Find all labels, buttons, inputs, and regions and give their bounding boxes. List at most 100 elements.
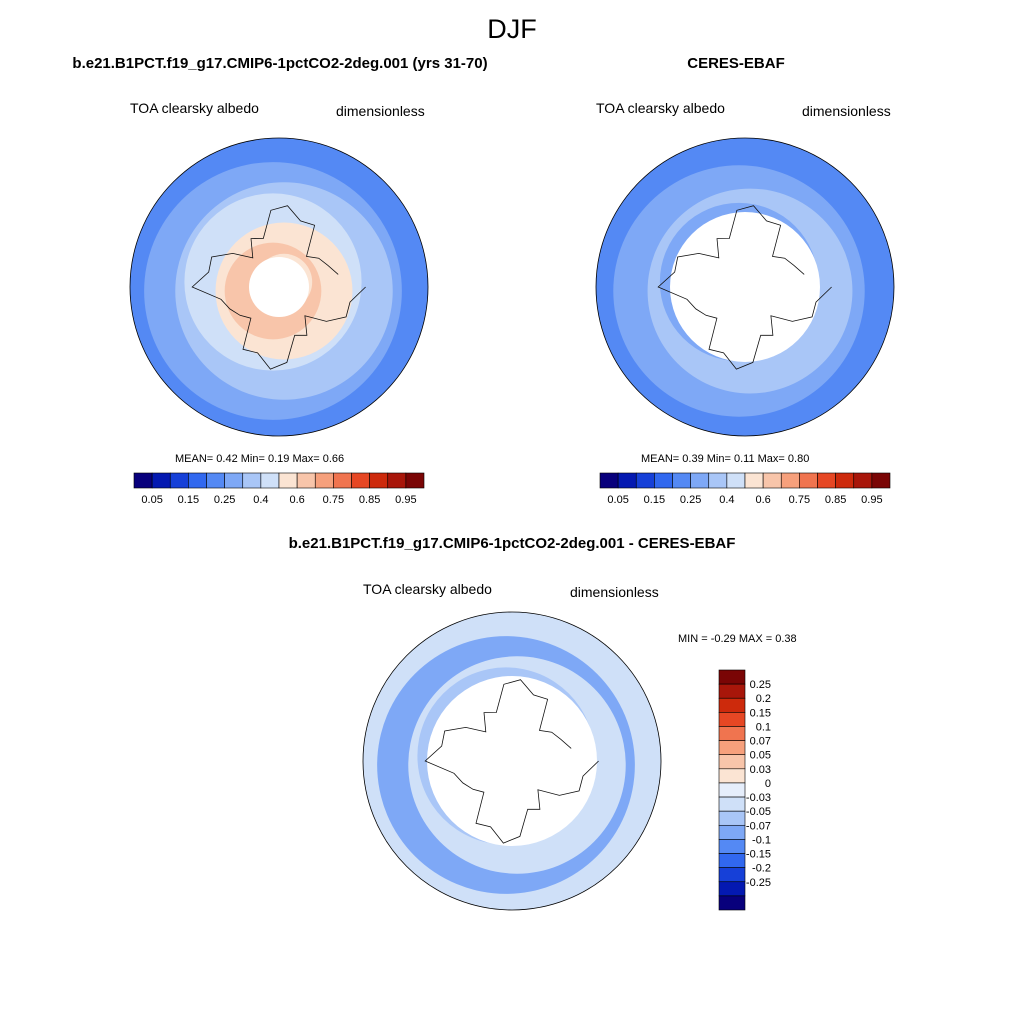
panel3-colorbar-tick: 0: [765, 778, 771, 790]
panel3-colorbar-box: [718, 867, 746, 883]
panel1-colorbar-box: [206, 472, 225, 489]
panel1-max-label: Max=: [292, 453, 320, 465]
panel2-map-border: [595, 137, 895, 437]
panel3-colorbar-tick: -0.15: [746, 849, 771, 861]
panel2-colorbar-tick: 0.95: [861, 494, 882, 506]
panel3-colorbar-box: [718, 754, 746, 770]
panel1-colorbar-box: [405, 472, 425, 489]
panel3-colorbar-tick: -0.03: [746, 792, 771, 804]
panel1-variable: TOA clearsky albedo: [130, 100, 259, 116]
panel2-colorbar-box: [708, 472, 728, 489]
panel3-colorbar-box: [718, 712, 746, 727]
panel2-colorbar-tick: 0.4: [719, 494, 734, 506]
panel3-coastline: [424, 679, 599, 844]
panel3-polar-hole: [427, 676, 597, 846]
panel2-colorbar-box: [726, 472, 746, 489]
panel2-colorbar-box: [690, 472, 710, 489]
panel3-colorbar-tick: -0.2: [752, 863, 771, 875]
panel1-colorbar-box: [151, 472, 171, 489]
panel2-stats: MEAN= 0.39 Min= 0.11 Max= 0.80: [641, 453, 809, 465]
panel1-colorbar-box: [278, 472, 298, 489]
panel2-colorbar-box: [654, 472, 673, 489]
panel3-colorbar-box: [718, 726, 746, 741]
panel3-colorbar-box: [718, 782, 746, 798]
panel1-colorbar-tick: 0.85: [359, 494, 380, 506]
panel1-title: b.e21.B1PCT.f19_g17.CMIP6-1pctCO2-2deg.0…: [72, 55, 488, 72]
panel2-colorbar-tick: 0.15: [644, 494, 665, 506]
panel3-colorbar-tick: -0.25: [746, 877, 771, 889]
panel2-colorbar-tick: 0.6: [755, 494, 770, 506]
panel3-colorbar-tick: -0.1: [752, 834, 771, 846]
panel2-colorbar-box: [853, 472, 873, 489]
panel1-colorbar-tick: 0.95: [395, 494, 416, 506]
panel2-colorbar-tick: 0.85: [825, 494, 846, 506]
panel3-colorbar-box: [718, 669, 746, 685]
panel3-colorbar-box: [718, 853, 746, 868]
panel1-units: dimensionless: [336, 103, 425, 119]
panel3-colorbar-tick: 0.03: [750, 764, 771, 776]
panel1-polar-hole: [249, 257, 309, 317]
panel2-min: 0.11: [733, 453, 755, 465]
panel3-max: 0.38: [775, 633, 797, 645]
panel2-coastline: [657, 205, 832, 370]
panel1-field: [130, 138, 428, 436]
panel1-colorbar-box: [188, 472, 207, 489]
panel3-colorbar-box: [718, 881, 746, 897]
panel3-colorbar-tick: 0.2: [756, 693, 771, 705]
panel2-min-label: Min=: [706, 453, 731, 465]
panel1-colorbar-box: [133, 472, 153, 489]
panel3-colorbar-tick: 0.25: [750, 679, 771, 691]
panel1-colorbar-tick: 0.6: [289, 494, 304, 506]
panel1-colorbar-box: [260, 472, 280, 489]
figure-title: DJF: [487, 14, 537, 44]
panel1-map-border: [129, 137, 429, 437]
panel3-stats: MIN = -0.29 MAX = 0.38: [678, 633, 797, 645]
panel1-colorbar-box: [169, 472, 189, 489]
panel3-title: b.e21.B1PCT.f19_g17.CMIP6-1pctCO2-2deg.0…: [288, 535, 736, 552]
panel1-colorbar-box: [242, 472, 262, 489]
panel3-min-label: MIN =: [678, 633, 708, 645]
panel1-max: 0.66: [322, 453, 345, 465]
panel2-colorbar-box: [617, 472, 637, 489]
panel3-colorbar-tick: 0.1: [756, 721, 771, 733]
panel2-colorbar-box: [871, 472, 891, 489]
panel3-colorbar-box: [718, 810, 746, 826]
panel2-polar-hole: [670, 212, 820, 362]
panel2-mean-label: MEAN=: [641, 453, 680, 465]
panel3-colorbar-box: [718, 740, 746, 756]
panel3-colorbar-box: [718, 683, 746, 699]
panel1-min: 0.19: [267, 453, 290, 465]
panel2-title: CERES-EBAF: [687, 55, 785, 72]
panel2-colorbar-box: [799, 472, 818, 489]
panel3-colorbar-box: [718, 796, 746, 812]
panel3-colorbar-tick: -0.07: [746, 820, 771, 832]
panel3-colorbar-box: [718, 895, 746, 911]
panel1-colorbar-tick: 0.75: [323, 494, 344, 506]
panel3-units: dimensionless: [570, 584, 659, 600]
panel3-colorbar-tick: 0.05: [750, 750, 771, 762]
panel1-colorbar-box: [224, 472, 244, 489]
panel1-colorbar-tick: 0.4: [253, 494, 268, 506]
panel2-colorbar-box: [762, 472, 782, 489]
panel3-colorbar-box: [718, 824, 746, 840]
panel1-colorbar-tick: 0.15: [178, 494, 199, 506]
panel3-variable: TOA clearsky albedo: [363, 581, 492, 597]
panel1-colorbar-box: [333, 472, 352, 489]
panel2-colorbar-box: [780, 472, 800, 489]
panel1-colorbar-tick: 0.25: [214, 494, 235, 506]
panel3-colorbar-box: [718, 768, 746, 784]
panel1-colorbar-box: [351, 472, 370, 489]
panel1-colorbar-box: [314, 472, 334, 489]
panel3-colorbar-box: [718, 697, 746, 713]
panel1-mean-label: MEAN=: [175, 453, 214, 465]
panel1-colorbar-box: [369, 472, 389, 489]
panel3-colorbar-tick: 0.15: [750, 707, 771, 719]
panel1-mean: 0.42: [216, 453, 238, 465]
panel1-colorbar-box: [296, 472, 316, 489]
panel1-stats: MEAN= 0.42 Min= 0.19 Max= 0.66: [175, 453, 344, 465]
panel2-colorbar-box: [744, 472, 764, 489]
panel2-colorbar-box: [635, 472, 655, 489]
panel3-colorbar-tick: 0.07: [750, 736, 771, 748]
panel2-variable: TOA clearsky albedo: [596, 100, 725, 116]
